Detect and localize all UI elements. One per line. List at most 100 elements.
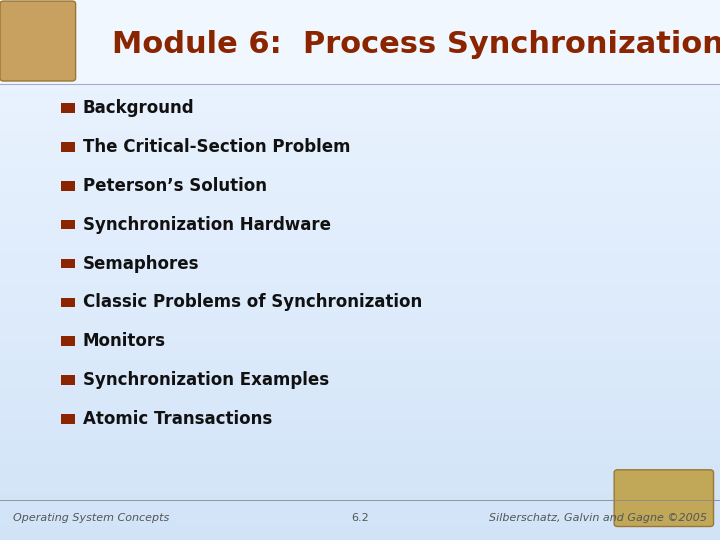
FancyBboxPatch shape (0, 1, 76, 81)
Bar (0, 180, 720, 184)
Bar (0, 162, 720, 166)
Bar (0, 54, 720, 58)
Bar (0, 234, 720, 238)
Bar (0, 216, 720, 220)
Bar (0, 169, 720, 173)
Bar (0, 457, 720, 461)
Bar (0, 447, 720, 450)
Bar (0, 522, 720, 525)
FancyBboxPatch shape (614, 470, 714, 526)
Bar (0, 421, 720, 425)
Bar (0, 158, 720, 162)
Bar (0, 525, 720, 529)
Bar (0, 47, 720, 50)
Bar (0, 306, 720, 309)
Bar (0, 317, 720, 320)
Bar (0, 248, 720, 252)
Bar (0, 270, 720, 274)
Bar (0, 378, 720, 382)
Bar (0, 428, 720, 432)
Bar (0, 184, 720, 187)
Bar (0, 252, 720, 255)
Bar (0, 112, 720, 115)
Bar (0, 97, 720, 101)
Bar (0, 432, 720, 436)
Bar (0, 69, 720, 72)
Bar (0, 155, 720, 158)
Bar (0, 61, 720, 65)
Bar (0, 385, 720, 389)
Bar (0, 320, 720, 324)
Bar (0, 508, 720, 511)
Bar (0, 223, 720, 227)
Bar (61, 220, 76, 229)
Bar (0, 266, 720, 270)
Bar (0, 479, 720, 482)
Bar (0, 173, 720, 177)
Bar (0, 475, 720, 479)
Bar (0, 285, 720, 288)
Bar (0, 123, 720, 126)
Bar (0, 50, 720, 54)
Bar (0, 177, 720, 180)
Bar (0, 339, 720, 342)
Bar (0, 43, 720, 47)
Bar (0, 490, 720, 493)
Bar (0, 425, 720, 428)
Bar (0, 22, 720, 25)
Bar (61, 375, 76, 385)
Bar (0, 227, 720, 231)
Bar (0, 529, 720, 533)
Bar (0, 137, 720, 140)
Bar (0, 65, 720, 69)
Bar (0, 93, 720, 97)
Bar (0, 166, 720, 169)
Bar (0, 360, 720, 363)
Bar (0, 417, 720, 421)
Bar (0, 382, 720, 385)
Bar (0, 194, 720, 198)
Bar (0, 255, 720, 259)
Bar (0, 238, 720, 241)
Bar (0, 450, 720, 454)
Bar (0, 367, 720, 371)
Bar (0, 18, 720, 22)
Bar (0, 482, 720, 486)
Bar (0, 389, 720, 393)
Bar (0, 144, 720, 147)
Bar (0, 151, 720, 155)
Bar (0, 104, 720, 108)
Bar (61, 103, 76, 113)
Bar (0, 295, 720, 299)
Bar (0, 454, 720, 457)
Bar (0, 414, 720, 417)
Text: Background: Background (83, 99, 194, 117)
Bar (0, 371, 720, 374)
Bar (0, 504, 720, 508)
Bar (0, 198, 720, 201)
Bar (0, 212, 720, 216)
Bar (0, 115, 720, 119)
Bar (61, 298, 76, 307)
Bar (0, 0, 720, 4)
Bar (0, 187, 720, 191)
Bar (0, 356, 720, 360)
Bar (0, 324, 720, 328)
Bar (0, 486, 720, 490)
Bar (0, 436, 720, 439)
Bar (0, 79, 720, 83)
Bar (0, 471, 720, 475)
Bar (61, 142, 76, 152)
Bar (0, 7, 720, 11)
Bar (0, 497, 720, 501)
Bar (0, 119, 720, 123)
Bar (0, 439, 720, 443)
Bar (0, 108, 720, 112)
Bar (0, 277, 720, 281)
Text: Semaphores: Semaphores (83, 254, 199, 273)
Bar (61, 414, 76, 424)
Bar (0, 263, 720, 266)
Bar (0, 281, 720, 285)
Bar (61, 181, 76, 191)
Text: Classic Problems of Synchronization: Classic Problems of Synchronization (83, 293, 422, 312)
